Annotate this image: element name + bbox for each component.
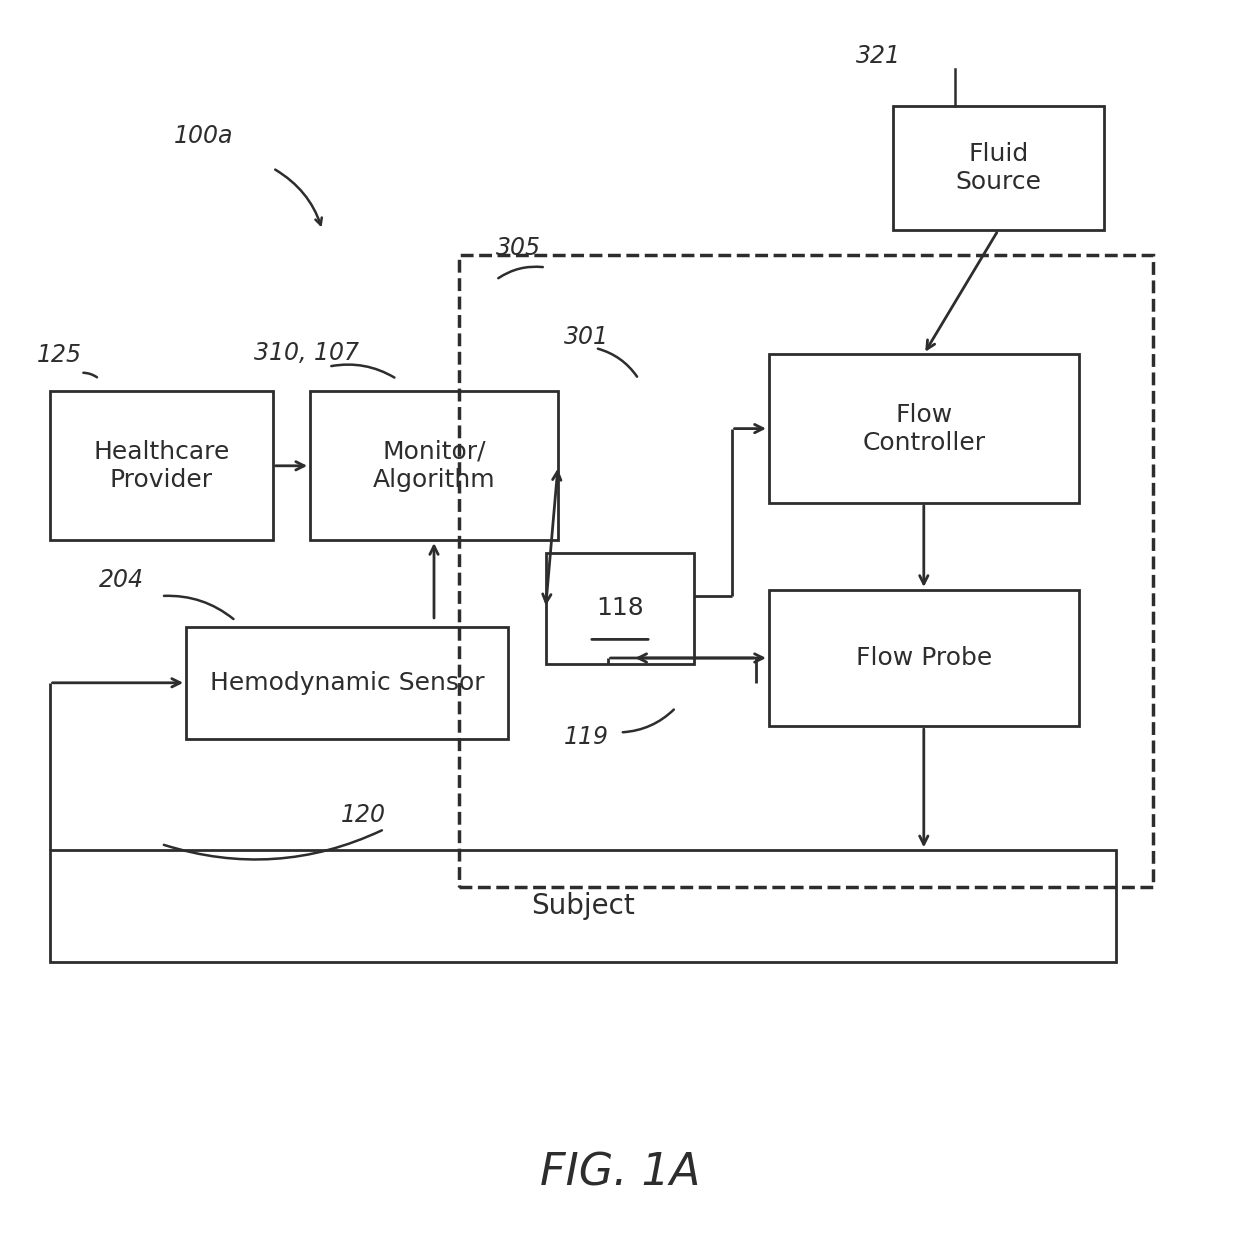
Text: 120: 120 [341, 803, 386, 826]
Text: 119: 119 [564, 725, 609, 749]
Text: 321: 321 [856, 44, 900, 68]
FancyBboxPatch shape [893, 107, 1104, 231]
Text: FIG. 1A: FIG. 1A [539, 1151, 701, 1194]
FancyBboxPatch shape [546, 553, 694, 665]
FancyBboxPatch shape [769, 354, 1079, 503]
FancyBboxPatch shape [310, 391, 558, 540]
Text: Flow Probe: Flow Probe [856, 646, 992, 670]
Text: Healthcare
Provider: Healthcare Provider [93, 440, 229, 492]
Text: 301: 301 [564, 325, 609, 350]
Text: 305: 305 [496, 236, 541, 260]
FancyBboxPatch shape [186, 627, 508, 739]
Text: Flow
Controller: Flow Controller [862, 403, 986, 454]
Text: 118: 118 [596, 597, 644, 621]
FancyBboxPatch shape [50, 850, 1116, 962]
FancyBboxPatch shape [50, 391, 273, 540]
Text: 125: 125 [37, 342, 82, 366]
Text: Hemodynamic Sensor: Hemodynamic Sensor [210, 671, 485, 695]
Text: 100a: 100a [174, 124, 233, 148]
Text: Subject: Subject [531, 892, 635, 920]
Text: Monitor/
Algorithm: Monitor/ Algorithm [373, 440, 495, 492]
Text: Fluid
Source: Fluid Source [955, 142, 1042, 194]
FancyBboxPatch shape [769, 589, 1079, 726]
Text: 310, 107: 310, 107 [254, 341, 360, 365]
Text: 204: 204 [99, 568, 144, 592]
